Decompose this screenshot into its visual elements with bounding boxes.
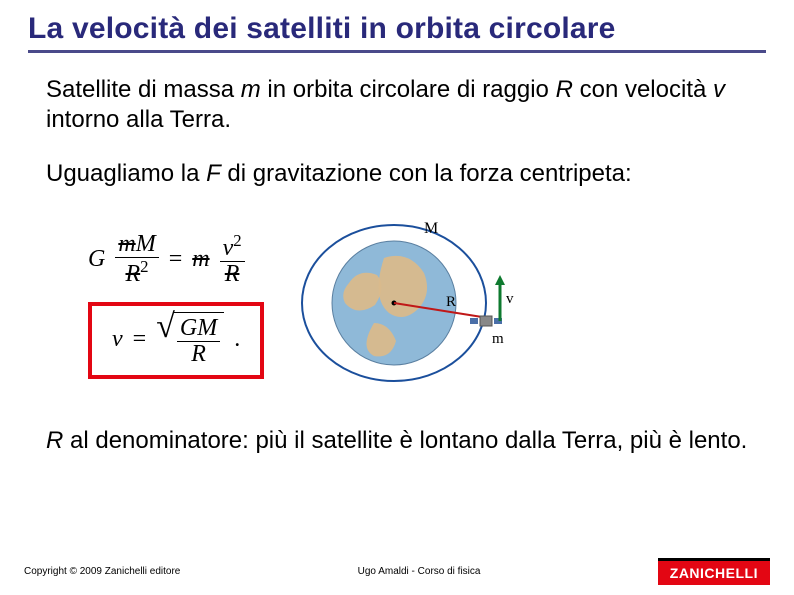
eq1-den-exp: 2 — [140, 257, 148, 276]
eq1-right-frac: v2 R — [220, 232, 245, 287]
equation-2: v = √ GM R . — [112, 312, 240, 367]
result-box: v = √ GM R . — [88, 302, 264, 379]
eq2-v: v — [112, 326, 123, 353]
eq1-equals: = — [169, 246, 183, 273]
orbit-svg: M Rv m — [294, 213, 524, 393]
eq2-G: G — [180, 315, 197, 341]
p2-var-F: F — [206, 160, 221, 187]
eq1-v: v — [223, 235, 234, 261]
footer: Copyright © 2009 Zanichelli editore Ugo … — [0, 558, 794, 585]
eq1-den-right: R — [222, 262, 243, 287]
p1-text-c: con velocità — [573, 76, 713, 103]
p3-var-R: R — [46, 427, 63, 454]
paragraph-3: R al denominatore: più il satellite è lo… — [46, 426, 748, 456]
orbit-diagram: M Rv m — [294, 213, 524, 398]
eq2-sqrt: √ GM R — [156, 312, 224, 367]
p2-text-b: di gravitazione con la forza centripeta: — [221, 160, 632, 187]
paragraph-1: Satellite di massa m in orbita circolare… — [46, 75, 748, 135]
p1-text-b: in orbita circolare di raggio — [261, 76, 556, 103]
eq1-G: G — [88, 246, 105, 273]
eq1-left-frac: mM R2 — [115, 232, 158, 287]
equation-diagram-row: G mM R2 = m v2 R v = √ — [88, 213, 748, 398]
course-text: Ugo Amaldi - Corso di fisica — [358, 566, 481, 577]
equation-1: G mM R2 = m v2 R — [88, 232, 264, 287]
svg-text:M: M — [424, 220, 438, 237]
eq2-dot: . — [234, 326, 240, 353]
title-underline — [28, 50, 766, 53]
eq1-num-m: m — [118, 231, 135, 257]
eq2-equals: = — [133, 326, 147, 353]
svg-text:m: m — [492, 331, 504, 347]
p2-text-a: Uguagliamo la — [46, 160, 206, 187]
eq2-frac: GM R — [177, 316, 220, 367]
p1-var-m: m — [241, 76, 261, 103]
svg-text:R: R — [446, 294, 456, 310]
eq2-M: M — [197, 315, 217, 341]
slide-title: La velocità dei satelliti in orbita circ… — [28, 12, 766, 46]
eq2-den: R — [188, 342, 209, 367]
eq1-right-m: m — [192, 246, 209, 273]
eq1-v-exp: 2 — [233, 231, 241, 250]
p1-var-v: v — [713, 76, 725, 103]
copyright-text: Copyright © 2009 Zanichelli editore — [24, 566, 180, 577]
p1-var-R: R — [556, 76, 573, 103]
publisher-logo: ZANICHELLI — [658, 558, 770, 585]
equations-block: G mM R2 = m v2 R v = √ — [88, 232, 264, 379]
p3-text: al denominatore: più il satellite è lont… — [63, 427, 747, 454]
p1-text-a: Satellite di massa — [46, 76, 241, 103]
eq1-den-R: R — [125, 261, 140, 287]
svg-text:v: v — [506, 291, 514, 307]
paragraph-2: Uguagliamo la F di gravitazione con la f… — [46, 159, 748, 189]
p1-text-d: intorno alla Terra. — [46, 106, 231, 133]
eq1-num-M: M — [136, 231, 156, 257]
